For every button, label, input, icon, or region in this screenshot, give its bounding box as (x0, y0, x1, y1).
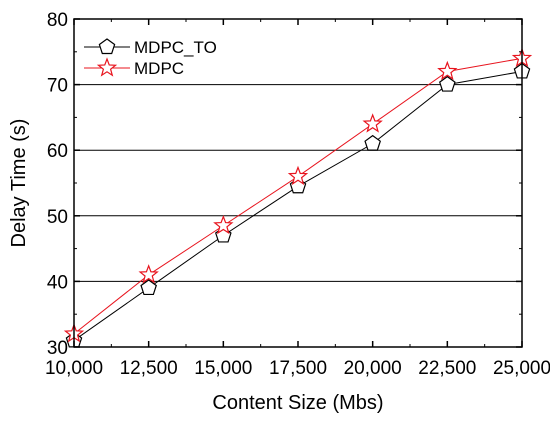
data-point-1-4 (362, 113, 383, 133)
series-layer (63, 47, 533, 348)
legend-label-1: MDPC (134, 59, 184, 78)
y-tick-label: 80 (47, 10, 68, 31)
x-tick-label: 12,500 (120, 358, 178, 379)
y-axis-label: Delay Time (s) (8, 119, 30, 248)
data-point-1-1 (138, 264, 159, 284)
y-tick-label: 70 (47, 76, 68, 97)
x-tick-label: 17,500 (269, 358, 327, 379)
x-tick-label: 25,000 (493, 358, 550, 379)
data-point-0-5 (439, 75, 456, 92)
series-line-0 (73, 70, 523, 341)
legend: MDPC_TO MDPC (84, 38, 217, 78)
series-line-1 (73, 57, 523, 335)
x-tick-label: 15,000 (194, 358, 252, 379)
data-point-0-1 (140, 279, 157, 296)
x-axis-label: Content Size (Mbs) (212, 392, 383, 414)
y-tick-label: 30 (47, 338, 68, 359)
legend-label-0: MDPC_TO (134, 38, 217, 57)
y-tick-label: 60 (47, 141, 68, 162)
x-tick-label: 22,500 (418, 358, 476, 379)
y-tick-label: 50 (47, 207, 68, 228)
data-point-0-4 (364, 134, 381, 151)
y-tick-label: 40 (47, 272, 68, 293)
x-tick-label: 20,000 (344, 358, 402, 379)
legend-marker-1 (96, 57, 118, 77)
data-point-1-2 (213, 214, 234, 235)
legend-marker-0 (98, 38, 116, 55)
data-point-1-3 (287, 165, 309, 186)
x-tick-label: 10,000 (45, 358, 103, 379)
axis-ticks: 30 40 50 60 70 80 10,000 12,500 15,000 17,500 20,0… (45, 10, 550, 379)
data-point-1-5 (437, 60, 458, 81)
